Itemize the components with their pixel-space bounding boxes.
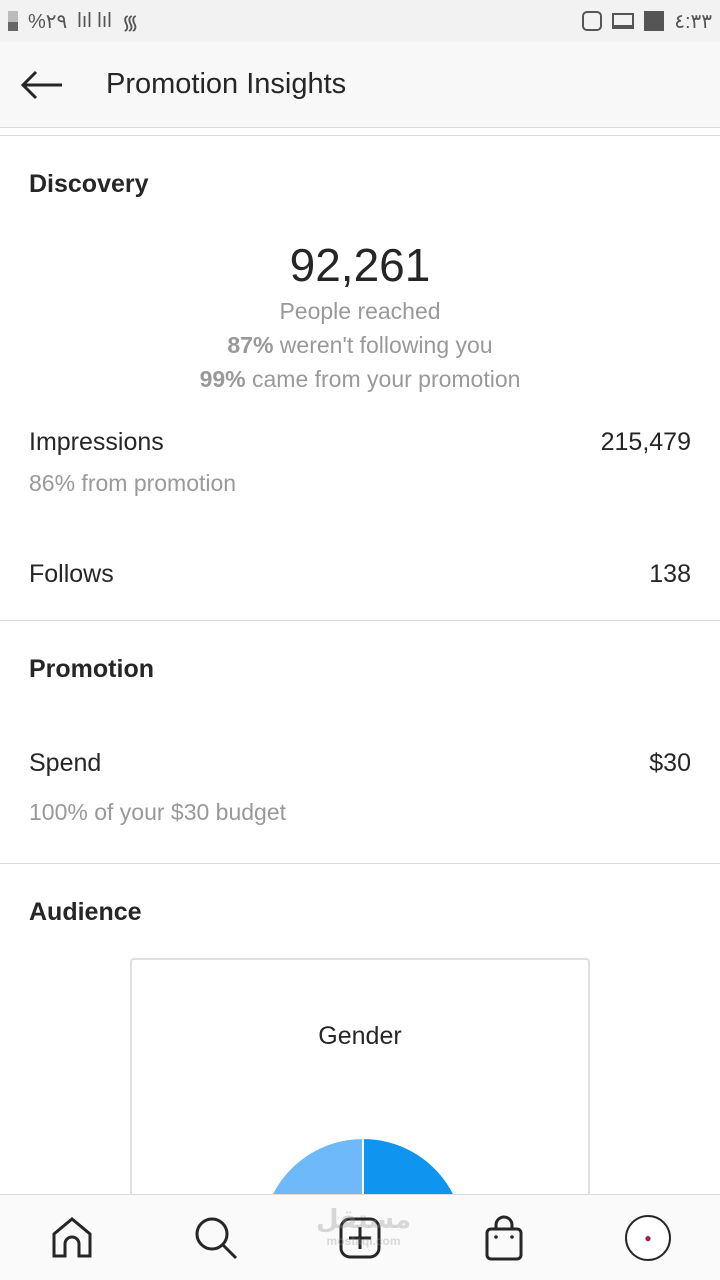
bottom-nav: ● — [0, 1194, 720, 1280]
discovery-section: Discovery 92,261 People reached 87% were… — [0, 136, 720, 621]
impressions-sub: 86% from promotion — [29, 470, 237, 496]
signal-icon: lıl lıl — [77, 9, 112, 32]
reach-count: 92,261 — [289, 239, 431, 291]
follows-label: Follows — [29, 560, 114, 588]
arrow-left-icon — [20, 70, 62, 99]
search-icon — [195, 1217, 238, 1259]
follows-row: Follows 138 — [29, 560, 691, 589]
nav-shop[interactable] — [474, 1208, 534, 1268]
image-icon — [644, 11, 665, 31]
follows-value: 138 — [649, 560, 691, 588]
nav-search[interactable] — [186, 1208, 246, 1268]
back-button[interactable] — [0, 42, 84, 128]
battery-percent: %٢٩ — [28, 10, 68, 33]
impressions-value: 215,479 — [600, 428, 691, 456]
clock: ٤:٣٣ — [674, 10, 712, 33]
shop-icon — [485, 1215, 523, 1260]
promotion-source-stat: 99% came from your promotion — [0, 362, 720, 396]
impressions-row: Impressions 215,479 — [29, 428, 691, 457]
non-followers-pct: 87% — [227, 332, 274, 358]
instagram-icon — [582, 11, 603, 31]
wifi-icon: ᯾ — [121, 11, 139, 34]
divider — [0, 128, 720, 136]
promo-pct: 99% — [199, 366, 246, 392]
spend-value: $30 — [649, 749, 691, 777]
spend-sub: 100% of your $30 budget — [29, 799, 287, 825]
spend-label: Spend — [29, 749, 102, 777]
home-icon — [52, 1216, 92, 1257]
promo-text: came from your promotion — [245, 366, 521, 392]
spend-row: Spend $30 — [29, 749, 691, 778]
nav-new-post[interactable] — [330, 1208, 390, 1268]
nav-profile[interactable]: ● — [618, 1208, 678, 1268]
app-header: Promotion Insights — [0, 42, 720, 128]
non-followers-text: weren't following you — [273, 332, 493, 358]
nav-home[interactable] — [42, 1208, 102, 1268]
section-heading: Promotion — [29, 655, 154, 683]
status-bar: %٢٩ lıl lıl ᯾ ٤:٣٣ — [0, 0, 720, 42]
laptop-icon — [612, 13, 635, 29]
profile-avatar: ● — [625, 1214, 671, 1261]
page-title: Promotion Insights — [106, 68, 347, 100]
audience-heading: Audience — [29, 898, 142, 926]
new-post-icon — [339, 1217, 381, 1258]
battery-icon — [8, 11, 18, 31]
non-followers-stat: 87% weren't following you — [0, 328, 720, 362]
impressions-label: Impressions — [29, 428, 164, 456]
gender-title: Gender — [318, 1022, 402, 1050]
reach-label: People reached — [279, 298, 441, 324]
section-heading: Discovery — [29, 170, 149, 198]
reach-details: People reached 87% weren't following you… — [0, 294, 720, 396]
promotion-section: Promotion Spend $30 100% of your $30 bud… — [0, 621, 720, 864]
watermark: مستقل mostaql.com — [316, 1204, 412, 1248]
